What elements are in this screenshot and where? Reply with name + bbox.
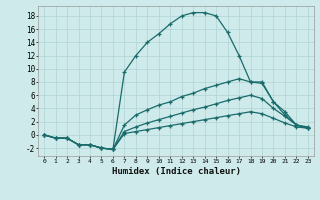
X-axis label: Humidex (Indice chaleur): Humidex (Indice chaleur) <box>111 167 241 176</box>
